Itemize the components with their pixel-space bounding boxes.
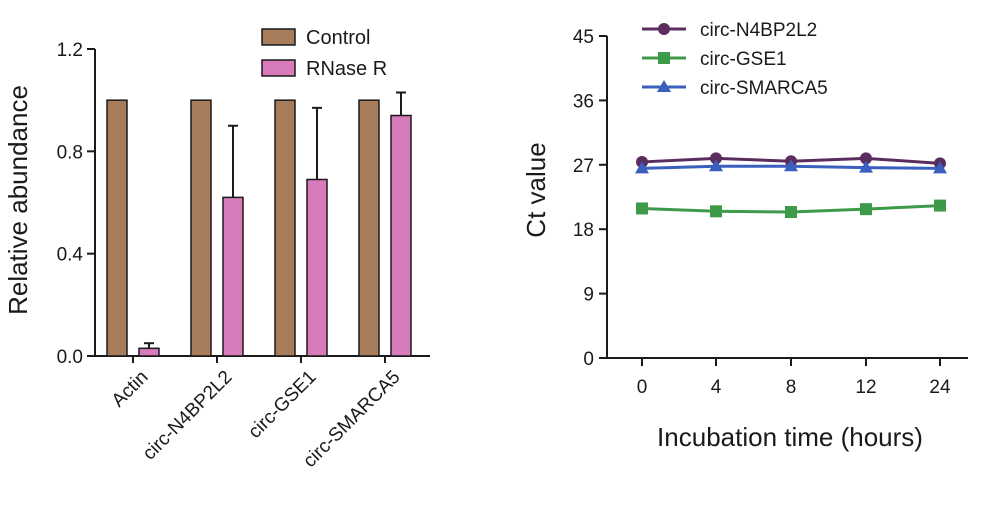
data-point-circ-gse1 (636, 202, 648, 215)
data-point-circ-smarca5 (933, 161, 947, 174)
line-y-tick-label: 9 (583, 285, 594, 306)
line-y-tick-label: 27 (573, 156, 594, 177)
data-point-circ-gse1 (710, 205, 722, 218)
line-y-ticks: 0 9 18 27 36 45 (573, 27, 607, 370)
bar-y-axis-title: Relative abundance (3, 85, 33, 315)
line-marks (635, 152, 947, 219)
bar-control (358, 99, 380, 357)
bar-rnase-r (222, 196, 244, 357)
data-point-circ-smarca5 (784, 159, 798, 172)
legend-label: circ-N4BP2L2 (700, 20, 817, 41)
bar-rnase-r (390, 114, 412, 357)
legend-label: Control (306, 27, 370, 49)
line-x-tick-label: 24 (929, 377, 951, 398)
legend-label: circ-GSE1 (700, 49, 787, 70)
bar-x-tick-label: circ-N4BP2L2 (139, 367, 237, 465)
line-x-axis-title: Incubation time (hours) (657, 422, 923, 452)
data-point-circ-gse1 (860, 203, 872, 216)
legend-marker (658, 52, 670, 64)
line-y-tick-label: 45 (573, 27, 594, 48)
bar-control (274, 99, 296, 357)
line-legend: circ-N4BP2L2 circ-GSE1 circ-SMARCA5 (642, 20, 828, 99)
line-x-tick-label: 8 (786, 377, 797, 398)
line-x-ticks: 0 4 8 12 24 (637, 358, 951, 398)
bar-rnase-r (138, 347, 160, 357)
bar-x-tick-label: circ-GSE1 (244, 367, 320, 443)
legend-marker (657, 80, 671, 92)
legend-swatch (261, 59, 296, 77)
bar-y-tick-label: 0.0 (57, 347, 83, 368)
legend-label: RNase R (306, 58, 387, 80)
data-point-circ-smarca5 (635, 161, 649, 174)
bar-y-tick-label: 1.2 (57, 40, 83, 61)
bar-x-tick-label: Actin (108, 367, 153, 412)
data-point-circ-gse1 (934, 199, 946, 212)
bar-control (190, 99, 212, 357)
data-point-circ-gse1 (785, 206, 797, 219)
bar-marks (106, 91, 412, 357)
line-x-tick-label: 4 (711, 377, 722, 398)
bar-y-tick-label: 0.8 (57, 142, 83, 163)
bar-control (106, 99, 128, 357)
data-point-circ-n4bp2l2 (860, 152, 872, 165)
line-y-tick-label: 36 (573, 91, 594, 112)
legend-label: circ-SMARCA5 (700, 78, 828, 99)
line-chart: 0 9 18 27 36 45 0 4 8 12 24 Ct value Incubation t… (521, 20, 968, 452)
data-point-circ-smarca5 (859, 160, 873, 173)
data-point-circ-n4bp2l2 (710, 152, 722, 165)
line-x-tick-label: 12 (855, 377, 876, 398)
data-point-circ-smarca5 (709, 159, 723, 172)
bar-y-tick-label: 0.4 (57, 245, 84, 266)
line-y-axis-title: Ct value (521, 142, 551, 237)
line-x-tick-label: 0 (637, 377, 648, 398)
line-y-tick-label: 0 (583, 349, 594, 370)
bar-legend: Control RNase R (261, 27, 387, 80)
legend-swatch (261, 28, 296, 46)
bar-y-ticks: 0.0 0.4 0.8 1.2 (57, 40, 95, 368)
line-y-tick-label: 18 (573, 220, 594, 241)
bar-rnase-r (306, 178, 328, 357)
legend-marker (658, 23, 670, 35)
